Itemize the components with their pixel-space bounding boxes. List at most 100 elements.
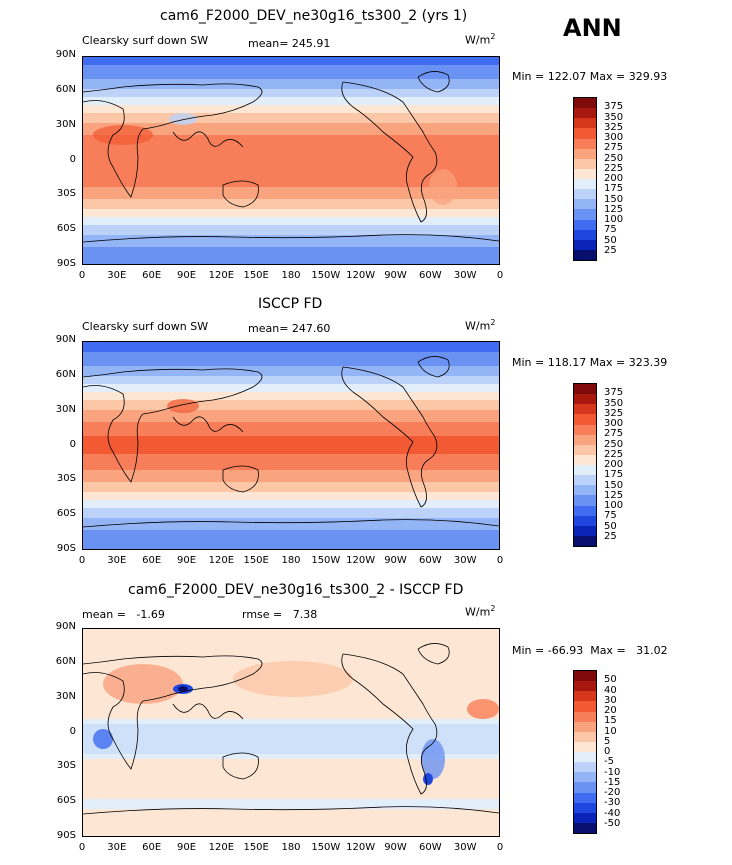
colorbar-swatch [574,711,596,722]
colorbar-swatch [574,189,596,200]
panel3-lon-tick: 90W [384,842,407,853]
panel2-lon-tick: 150E [243,555,269,566]
panel1-colorbar-label: 300 [604,132,624,143]
panel1-colorbar-label: 75 [604,224,617,236]
panel2-lon-tick: 60W [419,555,442,566]
panel2-colorbar-label: 175 [604,469,624,481]
panel2-field [83,342,499,549]
panel1-lon-tick: 120W [346,270,376,281]
panel1-field-label: Clearsky surf down SW [82,34,209,47]
panel3-lon-tick: 150E [243,842,269,853]
panel2-map [82,341,500,550]
panel3-lat-tick: 30S [56,760,76,772]
panel1-colorbar-label: 350 [604,111,624,123]
colorbar-swatch [574,701,596,712]
colorbar-swatch [574,691,596,702]
colorbar-swatch [574,229,596,240]
panel2-lat-tick: 0 [69,438,76,450]
colorbar-swatch [574,118,596,129]
panel3-colorbar-label: -20 [604,787,621,798]
colorbar-swatch [574,219,596,230]
panel3-colorbar [573,670,597,834]
panel2-colorbar-label: 325 [604,407,624,419]
colorbar-swatch [574,485,596,496]
panel2-colorbar-label: 125 [604,489,624,501]
panel1-colorbar-label: 125 [604,203,624,215]
panel1-colorbar-label: 325 [604,121,624,133]
panel2-lon-tick: 30E [107,555,127,566]
panel2-colorbar-label: 350 [604,397,624,409]
panel3-lon-tick: 150W [311,842,341,853]
panel3-lat-tick: 60S [56,795,76,807]
panel1-lon-tick: 90W [384,270,407,281]
colorbar-swatch [574,741,596,752]
panel1-colorbar-label: 25 [604,244,617,256]
colorbar-swatch [574,752,596,763]
panel2-lon-tick: 30W [453,555,477,566]
panel2-lon-tick: 90W [384,555,407,566]
panel1-lon-tick: 60E [142,270,162,281]
panel2-lon-tick: 180 [281,555,301,566]
panel1-lon-tick: 150E [243,270,269,281]
colorbar-swatch [574,782,596,793]
colorbar-swatch [574,444,596,455]
panel2-colorbar-label: 25 [604,530,617,542]
colorbar-swatch [574,681,596,692]
colorbar-swatch [574,772,596,783]
panel3-lon-tick: 0 [78,842,86,853]
colorbar-swatch [574,465,596,476]
colorbar-swatch [574,495,596,506]
panel2-colorbar-label: 75 [604,510,617,522]
panel1-map [82,56,500,265]
panel2-minmax: Min = 118.17 Max = 323.39 [512,356,668,369]
panel2-field-label: Clearsky surf down SW [82,320,209,333]
colorbar-swatch [574,404,596,415]
panel1-lat-tick: 90S [56,258,76,269]
colorbar-swatch [574,792,596,803]
panel2-colorbar-label: 250 [604,438,624,450]
panel3-lat-tick: 90N [55,621,76,632]
colorbar-swatch [574,812,596,823]
panel3-colorbar-label: 20 [604,705,617,716]
panel1-minmax: Min = 122.07 Max = 329.93 [512,70,668,83]
colorbar-swatch [574,394,596,405]
panel3-colorbar-label: -10 [604,766,621,778]
colorbar-swatch [574,515,596,526]
panel3-colorbar-label: -50 [604,817,621,829]
panel1-lon-tick: 180 [281,270,301,281]
panel2-lat-tick: 60N [55,368,76,380]
panel3-colorbar-label: -5 [604,756,614,768]
panel1-lat-tick: 0 [69,153,76,165]
panel1-lon-tick: 0 [78,270,86,281]
colorbar-swatch [574,434,596,445]
panel2-lon-tick: 120E [208,555,235,566]
panel2-lat-tick: 30S [56,473,76,485]
panel2-colorbar-label: 150 [604,479,624,491]
panel2-colorbar-label: 225 [604,448,624,460]
panel1-lat-tick: 60S [56,223,76,235]
colorbar-swatch [574,179,596,190]
panel3-lon-tick: 60E [142,842,162,853]
colorbar-swatch [574,128,596,139]
panel1-colorbar-label: 275 [604,142,624,154]
panel2-colorbar-label: 300 [604,418,624,429]
panel1-colorbar-label: 250 [604,152,624,164]
panel3-mean: mean = -1.69 [82,608,165,621]
panel3-lat-tick: 90S [56,830,76,841]
panel1-colorbar-label: 50 [604,234,617,246]
panel3-colorbar-label: 50 [604,674,617,686]
colorbar-swatch [574,802,596,813]
panel3-rmse: rmse = 7.38 [242,608,318,621]
colorbar-swatch [574,148,596,159]
panel3-colorbar-label: -30 [604,797,621,809]
panel1-colorbar-label: 225 [604,162,624,174]
colorbar-swatch [574,158,596,169]
panel2-units: W/m2 [465,318,496,333]
panel3-lon-tick: 180 [281,842,301,853]
panel3-lon-tick: 30W [453,842,477,853]
panel3-lon-tick: 90E [176,842,197,853]
colorbar-swatch [574,505,596,516]
colorbar-swatch [574,168,596,179]
panel3-colorbar-label: 10 [604,725,617,737]
colorbar-swatch [574,721,596,732]
